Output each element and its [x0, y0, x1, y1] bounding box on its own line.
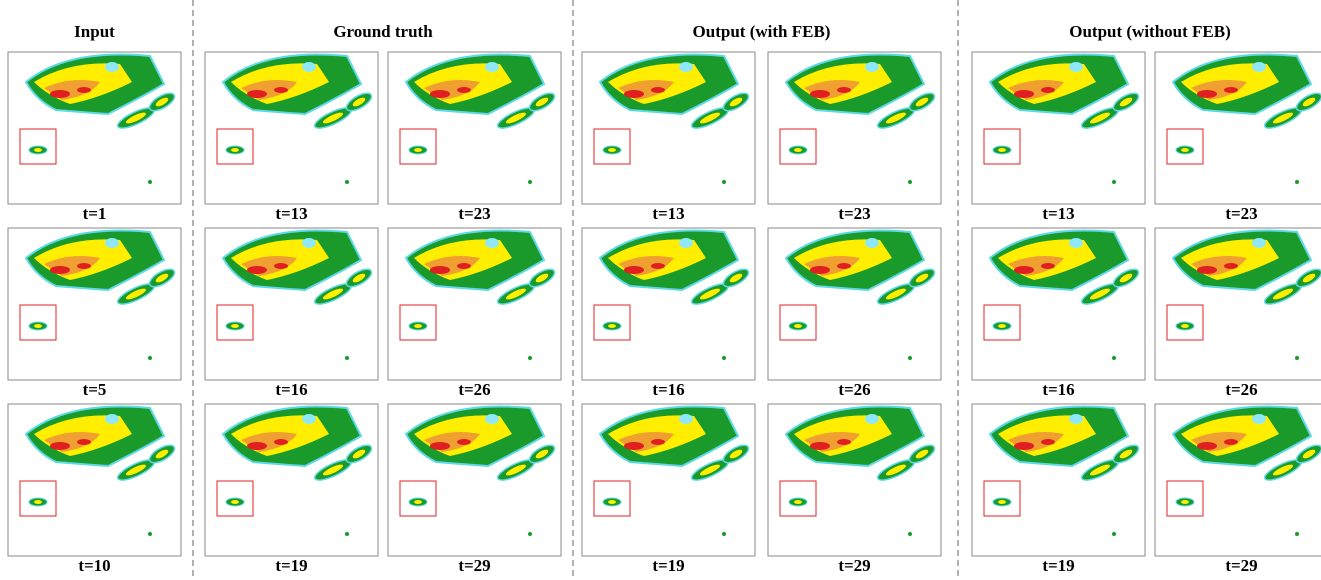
time-label: t=19 — [1042, 556, 1074, 575]
time-label: t=29 — [458, 556, 490, 575]
time-label: t=1 — [83, 204, 107, 223]
time-label: t=23 — [1225, 204, 1257, 223]
figure: Input t=1 t=5 t=10 Ground truth t=13 t=23 t=16 t… — [0, 0, 1321, 580]
time-label: t=10 — [78, 556, 110, 575]
time-label: t=26 — [458, 380, 490, 399]
time-label: t=29 — [838, 556, 870, 575]
column-title: Input — [74, 22, 115, 41]
time-label: t=29 — [1225, 556, 1257, 575]
column-title: Output (without FEB) — [1069, 22, 1231, 41]
column-title: Ground truth — [333, 22, 433, 41]
time-label: t=13 — [275, 204, 307, 223]
time-label: t=19 — [275, 556, 307, 575]
time-label: t=23 — [838, 204, 870, 223]
time-label: t=16 — [1042, 380, 1074, 399]
time-label: t=26 — [1225, 380, 1257, 399]
time-label: t=26 — [838, 380, 870, 399]
time-label: t=5 — [83, 380, 107, 399]
time-label: t=13 — [652, 204, 684, 223]
time-label: t=19 — [652, 556, 684, 575]
time-label: t=16 — [652, 380, 684, 399]
time-label: t=23 — [458, 204, 490, 223]
time-label: t=13 — [1042, 204, 1074, 223]
column-title: Output (with FEB) — [693, 22, 831, 41]
time-label: t=16 — [275, 380, 307, 399]
